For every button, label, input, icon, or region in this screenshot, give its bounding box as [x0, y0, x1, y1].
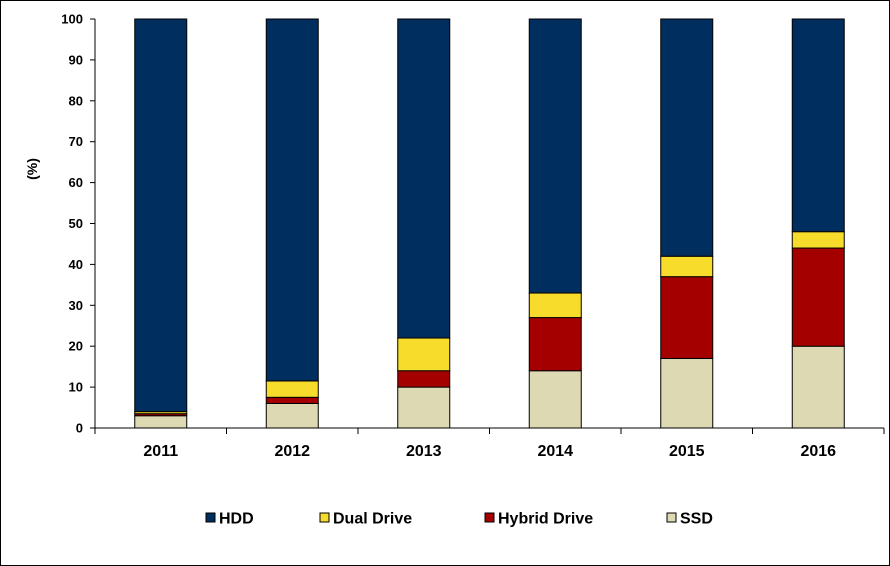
bar-segment-hdd [134, 18, 188, 413]
bars [134, 18, 845, 429]
bar-segment-hdd [397, 18, 451, 339]
x-tick-label: 2016 [800, 443, 836, 460]
x-tick-label: 2012 [274, 443, 310, 460]
y-tick-label: 80 [69, 93, 83, 108]
y-axis-ticks: 0 10 20 30 40 50 60 70 80 90 100 [61, 12, 95, 436]
bar-segment-hdd [265, 18, 319, 382]
bar-segment-dual-drive [265, 380, 319, 398]
legend-swatch-ssd [666, 512, 677, 523]
y-tick-label: 30 [69, 298, 83, 313]
y-tick-label: 100 [61, 12, 83, 27]
legend-swatch-hdd [205, 512, 216, 523]
legend-swatch-dual-drive [319, 512, 330, 523]
bar-segment-ssd [791, 345, 845, 429]
bar-segment-hybrid-drive [265, 396, 319, 404]
legend: HDD Dual Drive Hybrid Drive SSD [205, 511, 713, 528]
bar-segment-hdd [528, 18, 582, 294]
y-tick-label: 40 [69, 257, 83, 272]
bar-segment-hybrid-drive [660, 276, 714, 359]
bar-segment-ssd [265, 402, 319, 429]
bar-segment-hybrid-drive [397, 370, 451, 388]
legend-label: Hybrid Drive [498, 511, 593, 528]
y-axis-title: (%) [24, 158, 40, 180]
bar-segment-hdd [791, 18, 845, 233]
bar-segment-ssd [660, 357, 714, 429]
bar-segment-hybrid-drive [528, 317, 582, 372]
bar-segment-hybrid-drive [791, 247, 845, 347]
legend-label: Dual Drive [333, 511, 412, 528]
x-tick-label: 2013 [406, 443, 442, 460]
bar-segment-ssd [397, 386, 451, 429]
bar-segment-ssd [528, 370, 582, 429]
y-tick-label: 0 [76, 421, 83, 436]
bar-segment-hdd [660, 18, 714, 257]
y-tick-label: 90 [69, 52, 83, 67]
axes [94, 19, 884, 429]
bar-segment-dual-drive [528, 292, 582, 319]
bar-segment-ssd [134, 415, 188, 429]
legend-label: HDD [219, 511, 254, 528]
bar-segment-dual-drive [791, 231, 845, 249]
x-tick-label: 2011 [143, 443, 178, 460]
x-axis-ticks: 2011 2012 2013 2014 2015 2016 [94, 428, 885, 460]
bar-segment-dual-drive [397, 337, 451, 372]
x-tick-label: 2015 [669, 443, 705, 460]
y-tick-label: 10 [69, 380, 83, 395]
y-tick-label: 20 [69, 339, 83, 354]
legend-swatch-hybrid-drive [484, 512, 495, 523]
y-tick-label: 70 [69, 134, 83, 149]
y-tick-label: 60 [69, 175, 83, 190]
x-tick-label: 2014 [537, 443, 573, 460]
y-tick-label: 50 [69, 216, 83, 231]
legend-label: SSD [680, 511, 713, 528]
bar-segment-dual-drive [660, 255, 714, 278]
